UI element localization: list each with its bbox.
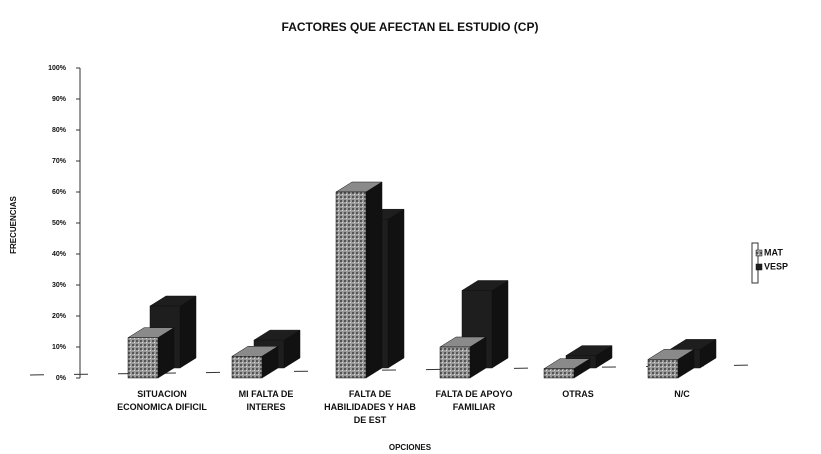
x-tick-label: N/C: [674, 389, 690, 399]
y-tick-label: 40%: [52, 251, 67, 258]
y-tick-label: 100%: [48, 65, 67, 72]
bar: [439, 346, 471, 379]
legend-swatch: [755, 249, 763, 257]
bar: [647, 359, 679, 379]
baseline: [29, 364, 761, 376]
y-tick-label: 90%: [52, 96, 67, 103]
y-tick-label: 50%: [52, 220, 67, 227]
bar: [543, 368, 575, 379]
x-tick-label: OTRAS: [562, 389, 594, 399]
y-tick-label: 0%: [56, 375, 67, 382]
x-tick-label: MI FALTA DE INTERES: [238, 389, 294, 412]
y-axis-title: FRECUENCIAS: [9, 195, 18, 253]
y-tick-label: 20%: [52, 313, 67, 320]
bar: [335, 191, 367, 379]
y-tick-label: 80%: [52, 127, 67, 134]
x-axis-title: OPCIONES: [389, 443, 432, 452]
bar: [127, 337, 159, 379]
bar-side: [365, 181, 383, 379]
bar-side: [387, 208, 405, 369]
x-tick-label: SITUACION ECONOMICA DIFICIL: [117, 389, 207, 412]
y-tick-label: 30%: [52, 282, 67, 289]
legend-swatch: [755, 263, 763, 271]
bar-side: [491, 280, 509, 369]
y-tick-label: 10%: [52, 344, 67, 351]
bar: [231, 356, 263, 379]
legend-label: VESP: [764, 261, 788, 271]
legend-label: MAT: [764, 247, 783, 257]
chart-title: FACTORES QUE AFECTAN EL ESTUDIO (CP): [282, 20, 539, 34]
x-tick-label: FALTA DE APOYO FAMILIAR: [435, 389, 513, 412]
y-tick-label: 60%: [52, 189, 67, 196]
bar-side: [179, 295, 197, 369]
legend-box: [751, 242, 759, 284]
y-tick-label: 70%: [52, 158, 67, 165]
x-tick-label: FALTA DE HABILIDADES Y HAB DE EST: [324, 389, 416, 425]
